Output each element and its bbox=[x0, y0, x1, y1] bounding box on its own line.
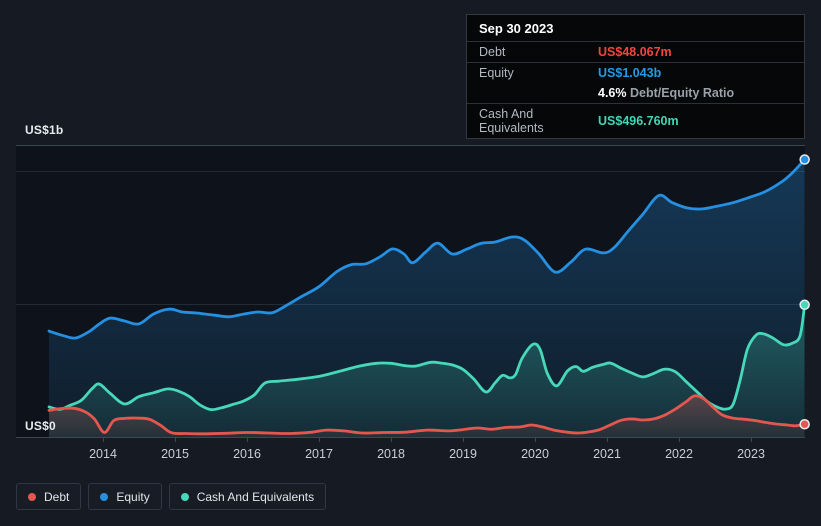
legend-item-equity[interactable]: Equity bbox=[88, 483, 162, 510]
y-axis-label-max: US$1b bbox=[25, 123, 64, 137]
legend-label-cash: Cash And Equivalents bbox=[196, 489, 315, 504]
x-tick-label: 2016 bbox=[233, 447, 261, 461]
tooltip-label-debt: Debt bbox=[479, 45, 506, 59]
y-axis-label-zero: US$0 bbox=[25, 419, 56, 433]
tooltip-value-equity: US$1.043b bbox=[598, 66, 662, 80]
debt-line bbox=[47, 394, 806, 436]
debt-end-marker[interactable] bbox=[799, 418, 810, 430]
equity-dot-icon bbox=[100, 492, 109, 501]
x-tick-label: 2015 bbox=[161, 447, 189, 461]
tooltip-row-equity: Equity US$1.043b bbox=[467, 63, 804, 83]
equity-line bbox=[47, 158, 806, 340]
x-tick-label: 2019 bbox=[449, 447, 477, 461]
tooltip-row-cash: Cash And Equivalents US$496.760m bbox=[467, 104, 804, 138]
chart-tooltip: Sep 30 2023 Debt US$48.067m Equity US$1.… bbox=[466, 14, 805, 139]
legend-item-debt[interactable]: Debt bbox=[16, 483, 82, 510]
x-tick-label: 2022 bbox=[665, 447, 693, 461]
cash-dot-icon bbox=[180, 492, 189, 501]
x-tick-label: 2021 bbox=[593, 447, 621, 461]
legend-item-cash-and-equivalents[interactable]: Cash And Equivalents bbox=[168, 483, 327, 510]
tooltip-value-cash: US$496.760m bbox=[598, 114, 679, 128]
debt-dot-icon bbox=[28, 492, 36, 501]
tooltip-label-equity: Equity bbox=[479, 66, 514, 80]
tooltip-row-ratio: 4.6% Debt/Equity Ratio bbox=[467, 83, 804, 104]
legend-label-debt: Debt bbox=[44, 489, 70, 504]
equity-end-marker[interactable] bbox=[799, 154, 810, 165]
legend-label-equity: Equity bbox=[116, 489, 150, 504]
tooltip-row-debt: Debt US$48.067m bbox=[467, 42, 804, 63]
x-tick-label: 2018 bbox=[377, 447, 405, 461]
ratio-caption: Debt/Equity Ratio bbox=[626, 86, 735, 100]
x-tick-label: 2020 bbox=[521, 447, 549, 461]
x-tick-label: 2014 bbox=[89, 447, 117, 461]
tooltip-date: Sep 30 2023 bbox=[467, 15, 804, 42]
tooltip-value-debt: US$48.067m bbox=[598, 45, 672, 59]
x-tick-label: 2017 bbox=[305, 447, 333, 461]
chart-legend: Debt Equity Cash And Equivalents bbox=[16, 483, 327, 510]
cash-and-equivalents-end-marker[interactable] bbox=[799, 299, 810, 311]
x-tick-label: 2023 bbox=[737, 447, 765, 461]
debt-area bbox=[49, 395, 805, 437]
tooltip-label-cash: Cash And Equivalents bbox=[479, 107, 544, 135]
ratio-percent: 4.6% bbox=[598, 86, 627, 100]
tooltip-value-ratio: 4.6% Debt/Equity Ratio bbox=[598, 86, 792, 100]
